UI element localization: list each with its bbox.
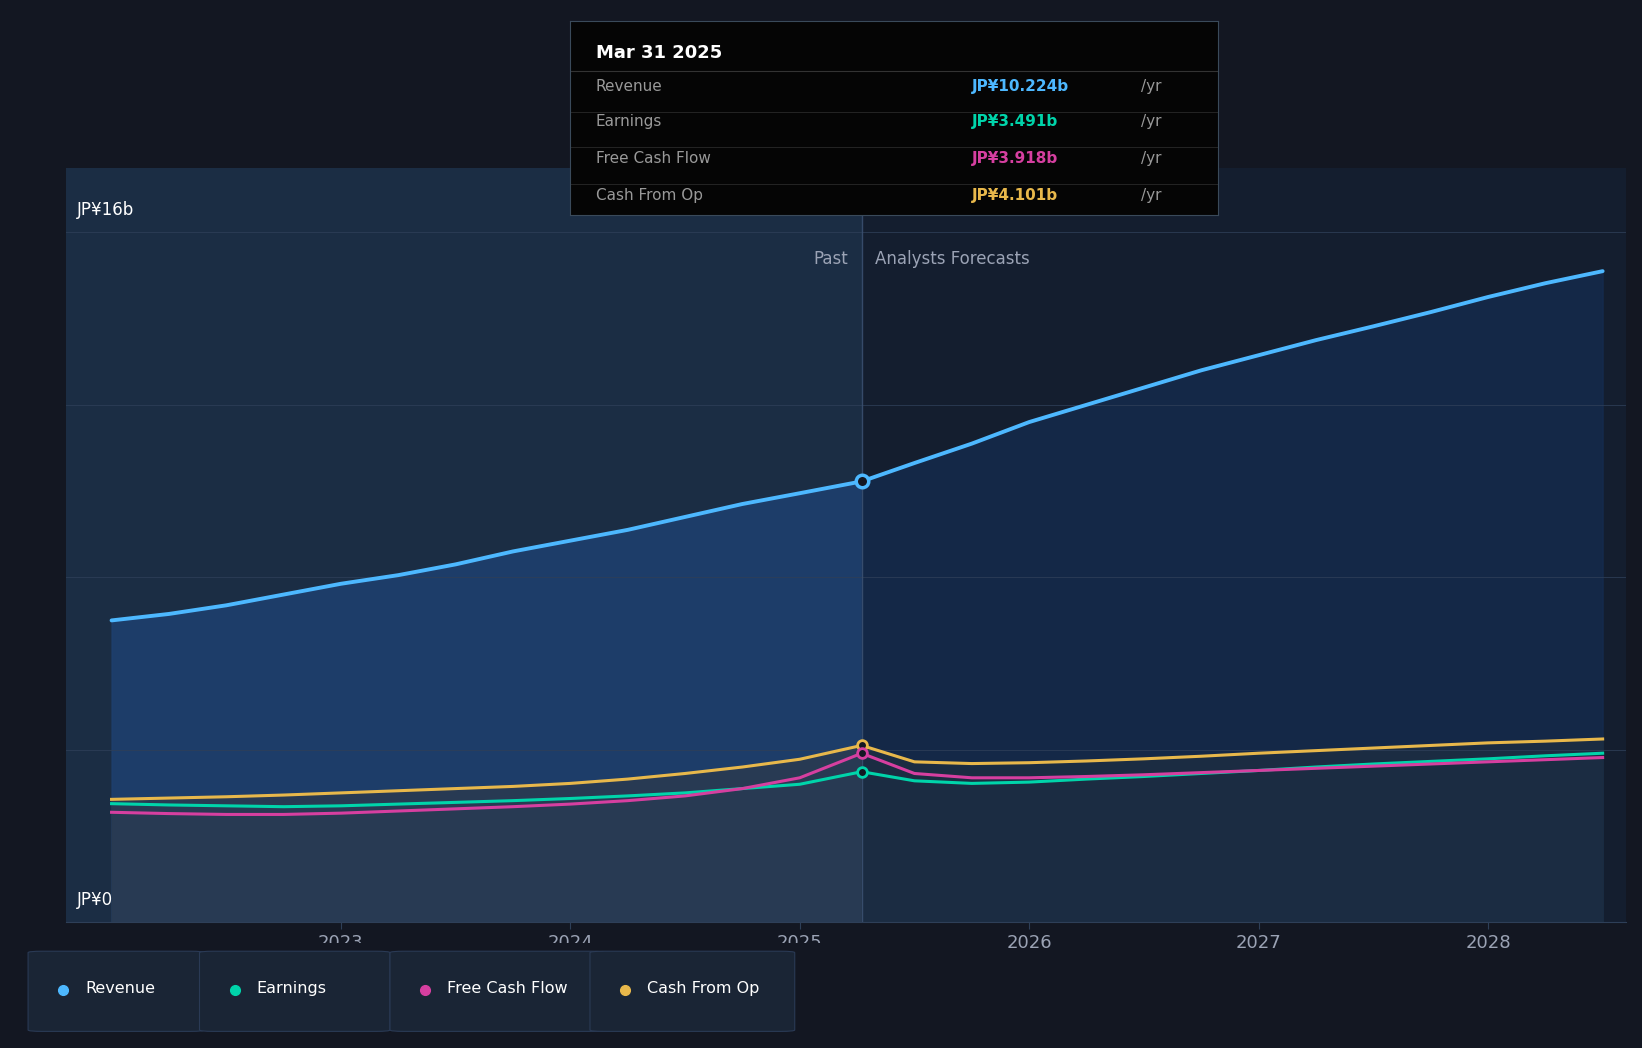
FancyBboxPatch shape [28,952,204,1031]
Text: /yr: /yr [1141,80,1161,94]
Text: JP¥16b: JP¥16b [77,201,135,219]
Text: JP¥0: JP¥0 [77,891,113,910]
Text: Earnings: Earnings [596,114,662,129]
Text: Free Cash Flow: Free Cash Flow [447,981,568,996]
Text: Revenue: Revenue [596,80,662,94]
Text: JP¥3.918b: JP¥3.918b [972,151,1057,166]
Text: /yr: /yr [1141,114,1161,129]
Text: /yr: /yr [1141,151,1161,166]
Text: Mar 31 2025: Mar 31 2025 [596,44,722,62]
Bar [66,168,862,922]
Text: Cash From Op: Cash From Op [596,188,703,202]
Bar [862,168,1626,922]
Text: Revenue: Revenue [85,981,156,996]
Text: JP¥3.491b: JP¥3.491b [972,114,1057,129]
Text: Past: Past [813,249,847,267]
Text: Earnings: Earnings [256,981,327,996]
Text: Free Cash Flow: Free Cash Flow [596,151,711,166]
Text: JP¥10.224b: JP¥10.224b [972,80,1069,94]
FancyBboxPatch shape [589,952,795,1031]
Text: JP¥4.101b: JP¥4.101b [972,188,1057,202]
Text: Cash From Op: Cash From Op [647,981,760,996]
Text: /yr: /yr [1141,188,1161,202]
Text: Analysts Forecasts: Analysts Forecasts [875,249,1030,267]
FancyBboxPatch shape [391,952,604,1031]
FancyBboxPatch shape [199,952,391,1031]
